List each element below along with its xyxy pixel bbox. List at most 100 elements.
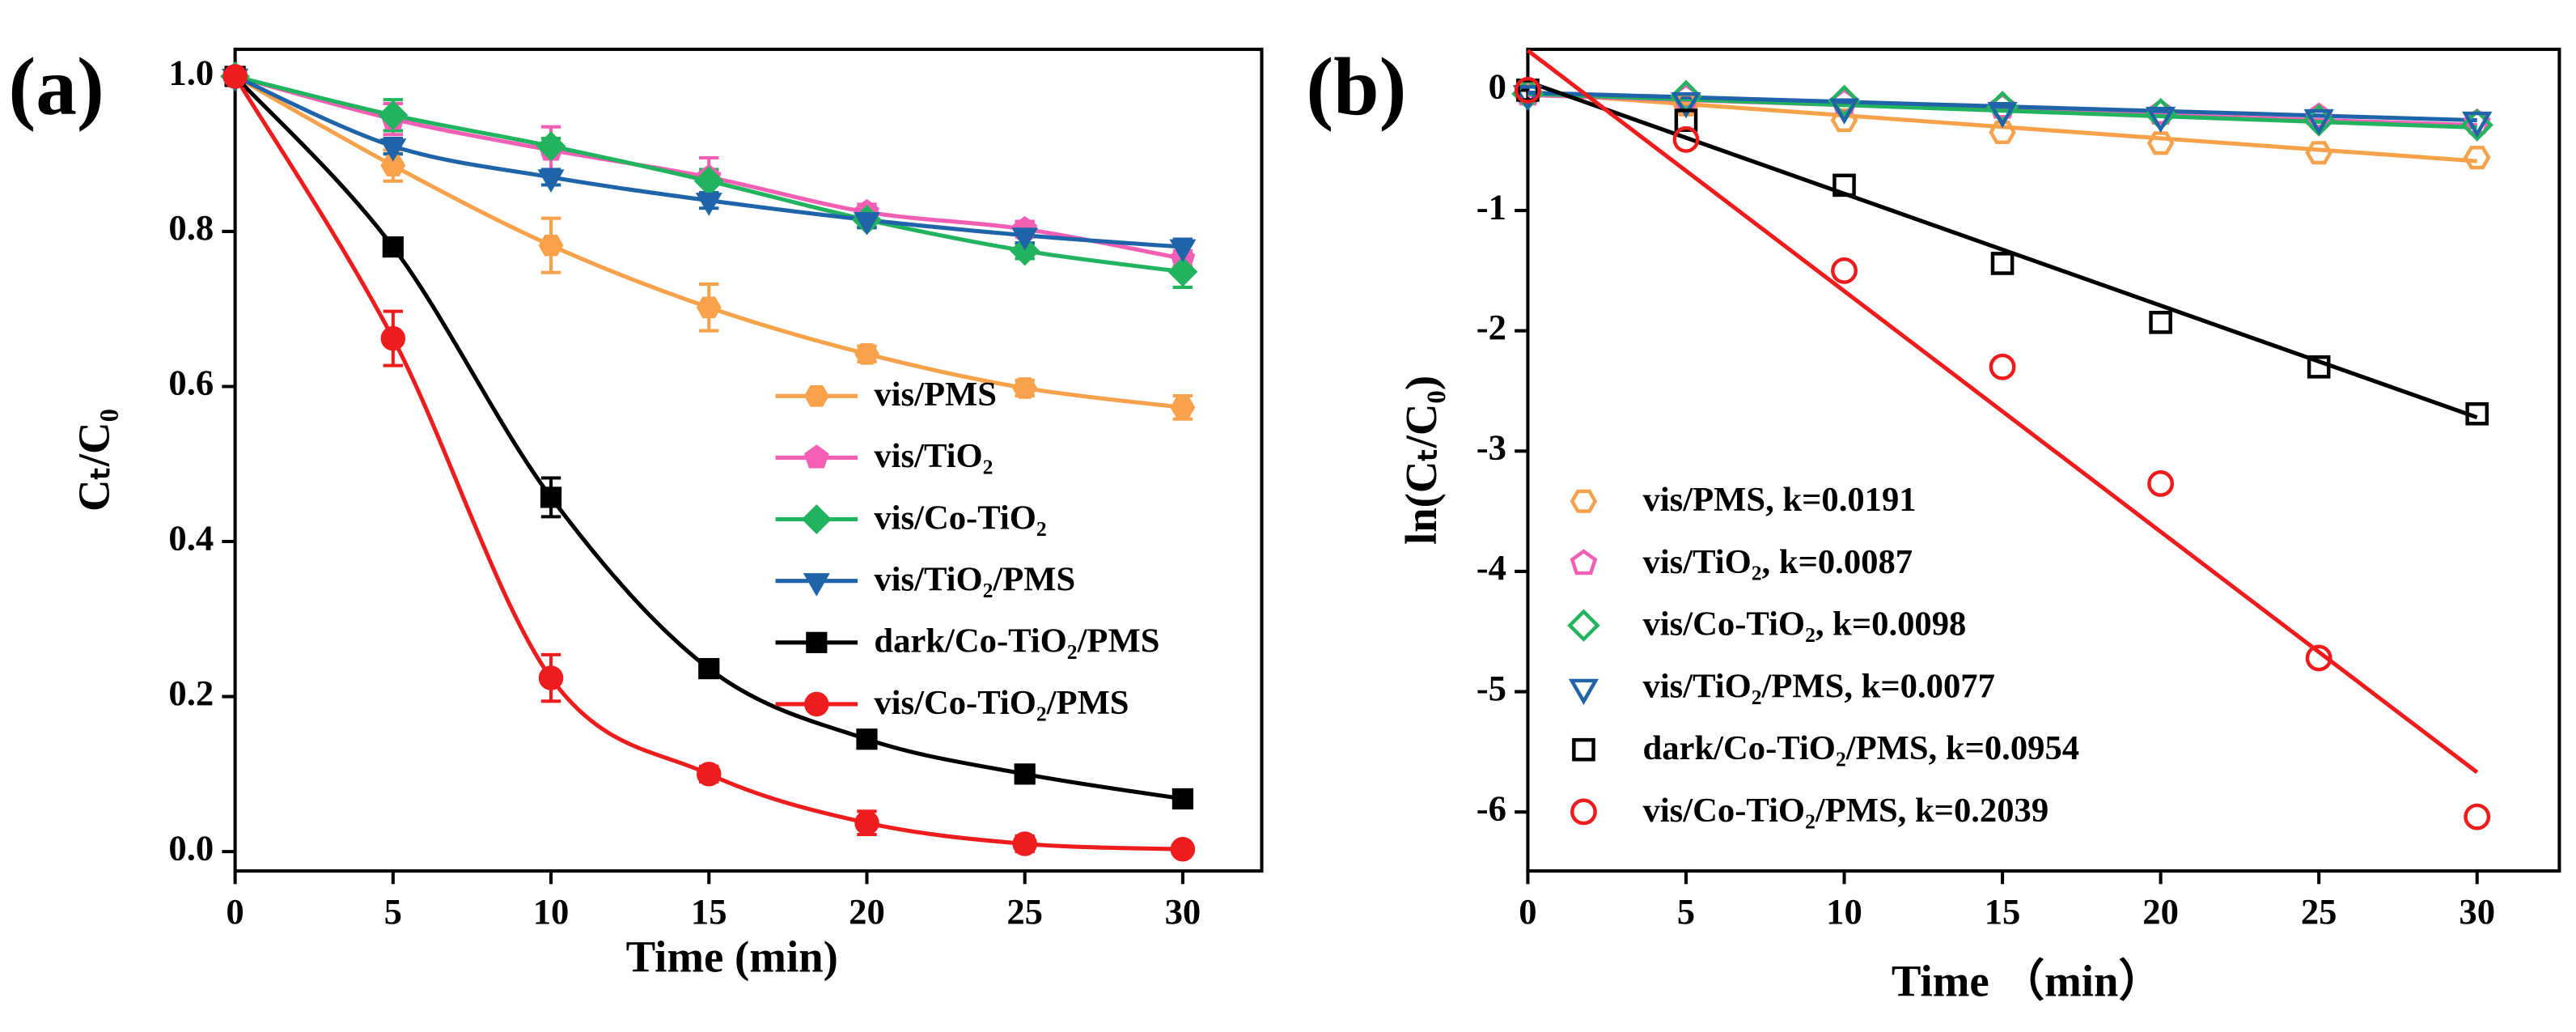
legend-marker <box>1567 609 1600 642</box>
marker <box>2463 146 2491 170</box>
y-axis-title: ln(Cₜ/C₀) <box>1396 376 1446 545</box>
marker <box>1012 831 1037 856</box>
marker <box>1989 353 2016 380</box>
legend-label: vis/TiO₂/PMS <box>874 561 1075 599</box>
y-tick-label: 0 <box>1489 66 1506 107</box>
marker <box>2146 131 2175 155</box>
marker <box>696 296 722 319</box>
legend-marker <box>801 504 832 535</box>
legend-marker <box>806 631 828 653</box>
marker <box>2305 644 2332 672</box>
y-tick-label: 0.2 <box>168 673 214 713</box>
plot-frame <box>233 47 1264 873</box>
y-tick-label: -5 <box>1477 668 1506 708</box>
marker <box>854 810 879 835</box>
marker <box>538 234 564 257</box>
x-tick-label: 20 <box>2142 891 2179 932</box>
marker <box>2307 355 2331 379</box>
x-tick-label: 30 <box>1165 891 1201 932</box>
legend-label: dark/Co-TiO₂/PMS <box>874 622 1159 660</box>
legend-marker <box>1568 678 1599 705</box>
y-axis-title: Cₜ/C₀ <box>70 409 119 512</box>
marker <box>698 657 720 680</box>
marker <box>379 138 407 162</box>
y-tick-label: -4 <box>1477 547 1506 588</box>
x-tick-label: 0 <box>226 891 244 932</box>
marker <box>537 169 565 193</box>
panel: (a) Time (min) Cₜ/C₀ 0 5 10 15 20 25 30 0.0 0.2 0.4 0… <box>8 41 1264 981</box>
y-tick-label: -6 <box>1477 788 1506 828</box>
y-tick-label: 0.0 <box>168 827 214 868</box>
y-tick-label: 0.8 <box>168 207 214 248</box>
x-tick-label: 25 <box>2301 891 2337 932</box>
x-tick-label: 15 <box>691 891 727 932</box>
legend-label: dark/Co-TiO₂/PMS, k=0.0954 <box>1643 729 2080 767</box>
marker <box>854 342 879 365</box>
marker <box>2149 310 2172 334</box>
x-tick-label: 10 <box>533 891 570 932</box>
legend-label: vis/PMS, k=0.0191 <box>1643 481 1917 519</box>
legend-label: vis/Co-TiO₂ <box>874 499 1046 537</box>
x-tick-label: 25 <box>1006 891 1043 932</box>
marker <box>222 64 248 89</box>
marker <box>1012 377 1038 399</box>
marker <box>1987 101 2018 129</box>
y-tick-label: -1 <box>1477 186 1506 227</box>
x-tick-label: 30 <box>2459 891 2495 932</box>
legend-label: vis/Co-TiO₂/PMS, k=0.2039 <box>1643 792 2049 830</box>
panel-label: (b) <box>1306 41 1406 132</box>
x-tick-label: 5 <box>384 891 402 932</box>
marker <box>2465 401 2489 426</box>
y-tick-label: -3 <box>1477 427 1506 468</box>
marker <box>2145 106 2176 134</box>
marker <box>1671 92 1701 119</box>
marker <box>2462 111 2493 138</box>
marker <box>1832 173 1856 197</box>
legend-label: vis/TiO₂/PMS, k=0.0077 <box>1643 667 1995 705</box>
x-tick-label: 15 <box>1985 891 2021 932</box>
series-line <box>233 75 1183 852</box>
fit-line <box>1527 90 2477 123</box>
legend-marker <box>803 573 830 597</box>
marker <box>1170 397 1196 418</box>
y-tick-label: 1.0 <box>168 53 214 93</box>
marker <box>380 325 406 351</box>
marker <box>1831 257 1858 284</box>
marker <box>536 131 566 162</box>
panel: (b) Time （min） ln(Cₜ/C₀) 0 5 10 15 20 25 30 0 -1 -2 -… <box>1306 41 2561 1006</box>
legend-label: vis/TiO₂ <box>874 437 993 475</box>
marker <box>378 100 409 130</box>
x-tick-label: 5 <box>1677 891 1695 932</box>
marker <box>695 193 722 216</box>
marker <box>1514 76 1541 104</box>
x-tick-label: 10 <box>1826 891 1862 932</box>
x-tick-label: 0 <box>1519 891 1536 932</box>
marker <box>382 236 404 258</box>
marker <box>1171 788 1194 810</box>
marker <box>697 762 722 787</box>
legend-marker <box>803 444 829 469</box>
legend-label: vis/TiO₂, k=0.0087 <box>1643 543 1913 581</box>
marker <box>2305 141 2332 165</box>
marker <box>853 212 881 236</box>
marker <box>856 728 878 750</box>
marker <box>1011 227 1039 251</box>
legend-label: vis/PMS <box>874 376 997 414</box>
series-line <box>234 74 1184 410</box>
marker <box>1672 125 1700 153</box>
legend-label: vis/Co-TiO₂/PMS <box>874 684 1129 722</box>
marker <box>538 665 564 690</box>
marker <box>1167 257 1198 287</box>
legend-marker <box>804 691 829 717</box>
marker <box>1512 85 1544 112</box>
marker <box>1828 84 1861 118</box>
legend-marker <box>1570 798 1597 826</box>
legend-marker <box>803 384 829 407</box>
y-tick-label: 0.6 <box>168 363 214 403</box>
marker <box>1169 239 1197 263</box>
y-tick-label: -2 <box>1477 307 1506 347</box>
x-axis-title: Time (min) <box>626 932 838 981</box>
marker <box>1014 763 1036 785</box>
x-axis-title: Time （min） <box>1892 957 2163 1006</box>
